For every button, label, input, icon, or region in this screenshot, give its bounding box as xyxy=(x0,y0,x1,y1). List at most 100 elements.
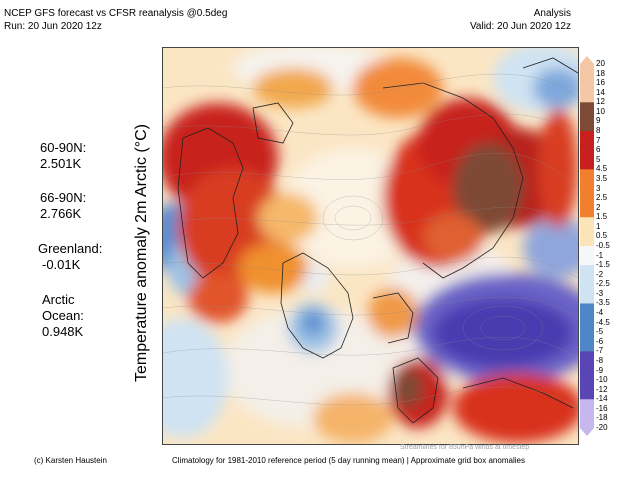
stat-66-90n-value: 2.766K xyxy=(40,206,82,221)
colorbar-tick-label: -3.5 xyxy=(596,298,610,308)
colorbar-segment xyxy=(580,399,594,410)
stat-60-90n-value: 2.501K xyxy=(40,156,82,171)
colorbar-segment xyxy=(580,389,594,400)
colorbar-segment xyxy=(580,370,594,381)
colorbar-tick-label: 2 xyxy=(596,202,601,212)
anomaly-map-svg xyxy=(163,48,578,444)
colorbar-tick-label: 5 xyxy=(596,154,601,164)
mode-label: Analysis xyxy=(533,8,571,19)
colorbar-segment xyxy=(580,341,594,352)
colorbar-tick-label: 18 xyxy=(596,68,605,78)
valid-time: Valid: 20 Jun 2020 12z xyxy=(469,21,571,32)
colorbar-tick-label: 12 xyxy=(596,97,605,107)
colorbar-tick-label: -6 xyxy=(596,336,604,346)
vertical-axis-label-text: Temperature anomaly 2m Arctic (°C) xyxy=(133,123,150,383)
colorbar-tick-label: -20 xyxy=(596,423,608,432)
colorbar-tick-label: -16 xyxy=(596,403,608,413)
colorbar-segment xyxy=(580,360,594,372)
colorbar-segment xyxy=(580,351,594,362)
colorbar-tick-label: -1 xyxy=(596,250,604,260)
colorbar-tick-label: 8 xyxy=(596,126,601,136)
colorbar-tick-label: -1.5 xyxy=(596,260,610,270)
colorbar-segment xyxy=(580,140,594,151)
stat-arctic-label-2: Ocean: xyxy=(42,308,84,323)
colorbar-segment xyxy=(580,408,594,419)
colorbar-segment xyxy=(580,159,594,170)
colorbar-tick-label: 10 xyxy=(596,106,605,116)
stat-60-90n-label: 60-90N: xyxy=(40,140,87,155)
colorbar-segment xyxy=(580,150,594,161)
colorbar-segment xyxy=(580,255,594,266)
colorbar-segment xyxy=(580,293,594,304)
anomaly-fields xyxy=(163,48,578,443)
colorbar-segment xyxy=(580,188,594,199)
colorbar-bottom-cap xyxy=(580,428,594,436)
streamlines xyxy=(163,73,578,409)
colorbar-segment xyxy=(580,246,594,257)
colorbar-tick-label: 9 xyxy=(596,116,601,126)
colorbar-tick-label: 1.5 xyxy=(596,212,608,222)
colorbar-tick-label: -12 xyxy=(596,384,608,394)
colorbar-tick-label: -7 xyxy=(596,346,604,356)
colorbar-segment xyxy=(580,313,594,324)
coastlines xyxy=(177,57,578,424)
colorbar-segment xyxy=(580,169,594,180)
colorbar-segment xyxy=(580,418,594,429)
vertical-axis-label: Temperature anomaly 2m Arctic (°C) xyxy=(131,100,153,406)
stat-greenland-label: Greenland: xyxy=(38,241,103,256)
map-title: NCEP GFS forecast vs CFSR reanalysis @0.… xyxy=(4,8,228,19)
colorbar-top-cap xyxy=(580,56,594,64)
streamlines-note: Streamlines for 850hPa winds at timestep xyxy=(400,444,530,451)
colorbar-segment xyxy=(580,226,594,237)
colorbar-segment xyxy=(580,83,594,94)
climatology-note: Climatology for 1981-2010 reference peri… xyxy=(172,456,525,465)
run-time: Run: 20 Jun 2020 12z xyxy=(4,21,102,32)
anomaly-map xyxy=(162,47,579,445)
colorbar-tick-label: -3 xyxy=(596,288,604,298)
colorbar-tick-label: 16 xyxy=(596,78,605,88)
colorbar-svg xyxy=(580,56,594,436)
colorbar-tick-label: -10 xyxy=(596,375,608,385)
colorbar-tick-label: -2.5 xyxy=(596,279,610,289)
colorbar xyxy=(580,56,594,436)
colorbar-segment xyxy=(580,64,594,75)
colorbar-tick-label: 20 xyxy=(596,59,605,68)
stat-greenland-value: -0.01K xyxy=(42,257,81,272)
colorbar-tick-label: -2 xyxy=(596,269,604,279)
colorbar-tick-label: -9 xyxy=(596,365,604,375)
credit: (c) Karsten Haustein xyxy=(34,456,107,465)
stat-arctic-value: 0.948K xyxy=(42,324,84,339)
colorbar-segment xyxy=(580,322,594,333)
colorbar-segment xyxy=(580,121,594,132)
colorbar-tick-label: 14 xyxy=(596,87,605,97)
colorbar-tick-label: 4.5 xyxy=(596,164,608,174)
colorbar-segment xyxy=(580,332,594,343)
colorbar-tick-label: -5 xyxy=(596,327,604,337)
colorbar-segment xyxy=(580,236,594,247)
colorbar-segment xyxy=(580,303,594,314)
colorbar-segment xyxy=(580,207,594,218)
colorbar-segment xyxy=(580,274,594,285)
colorbar-ticks: 20 18 16 14 12 10 9 8 7 6 5 4.5 3.5 3 2.5 2 1.5 1 0.5 -0.5-… xyxy=(596,56,636,436)
stat-arctic-label-1: Arctic xyxy=(42,292,75,307)
colorbar-tick-label: -14 xyxy=(596,394,608,404)
colorbar-tick-label: -18 xyxy=(596,413,608,423)
colorbar-segment xyxy=(580,198,594,209)
colorbar-segment xyxy=(580,284,594,295)
colorbar-segment xyxy=(580,73,594,84)
colorbar-tick-label: 0.5 xyxy=(596,231,608,241)
colorbar-segment xyxy=(580,131,594,142)
colorbar-segment xyxy=(580,265,594,276)
colorbar-tick-label: 7 xyxy=(596,135,601,145)
colorbar-tick-label: -0.5 xyxy=(596,241,610,250)
colorbar-tick-label: 3.5 xyxy=(596,173,608,183)
colorbar-segment xyxy=(580,217,594,228)
colorbar-segment xyxy=(580,92,594,103)
colorbar-tick-label: -4.5 xyxy=(596,317,610,327)
stat-66-90n-label: 66-90N: xyxy=(40,190,87,205)
colorbar-segment xyxy=(580,380,594,391)
colorbar-tick-label: -8 xyxy=(596,355,604,365)
colorbar-tick-label: -4 xyxy=(596,308,604,318)
colorbar-segment xyxy=(580,178,594,190)
colorbar-tick-label: 3 xyxy=(596,183,601,193)
